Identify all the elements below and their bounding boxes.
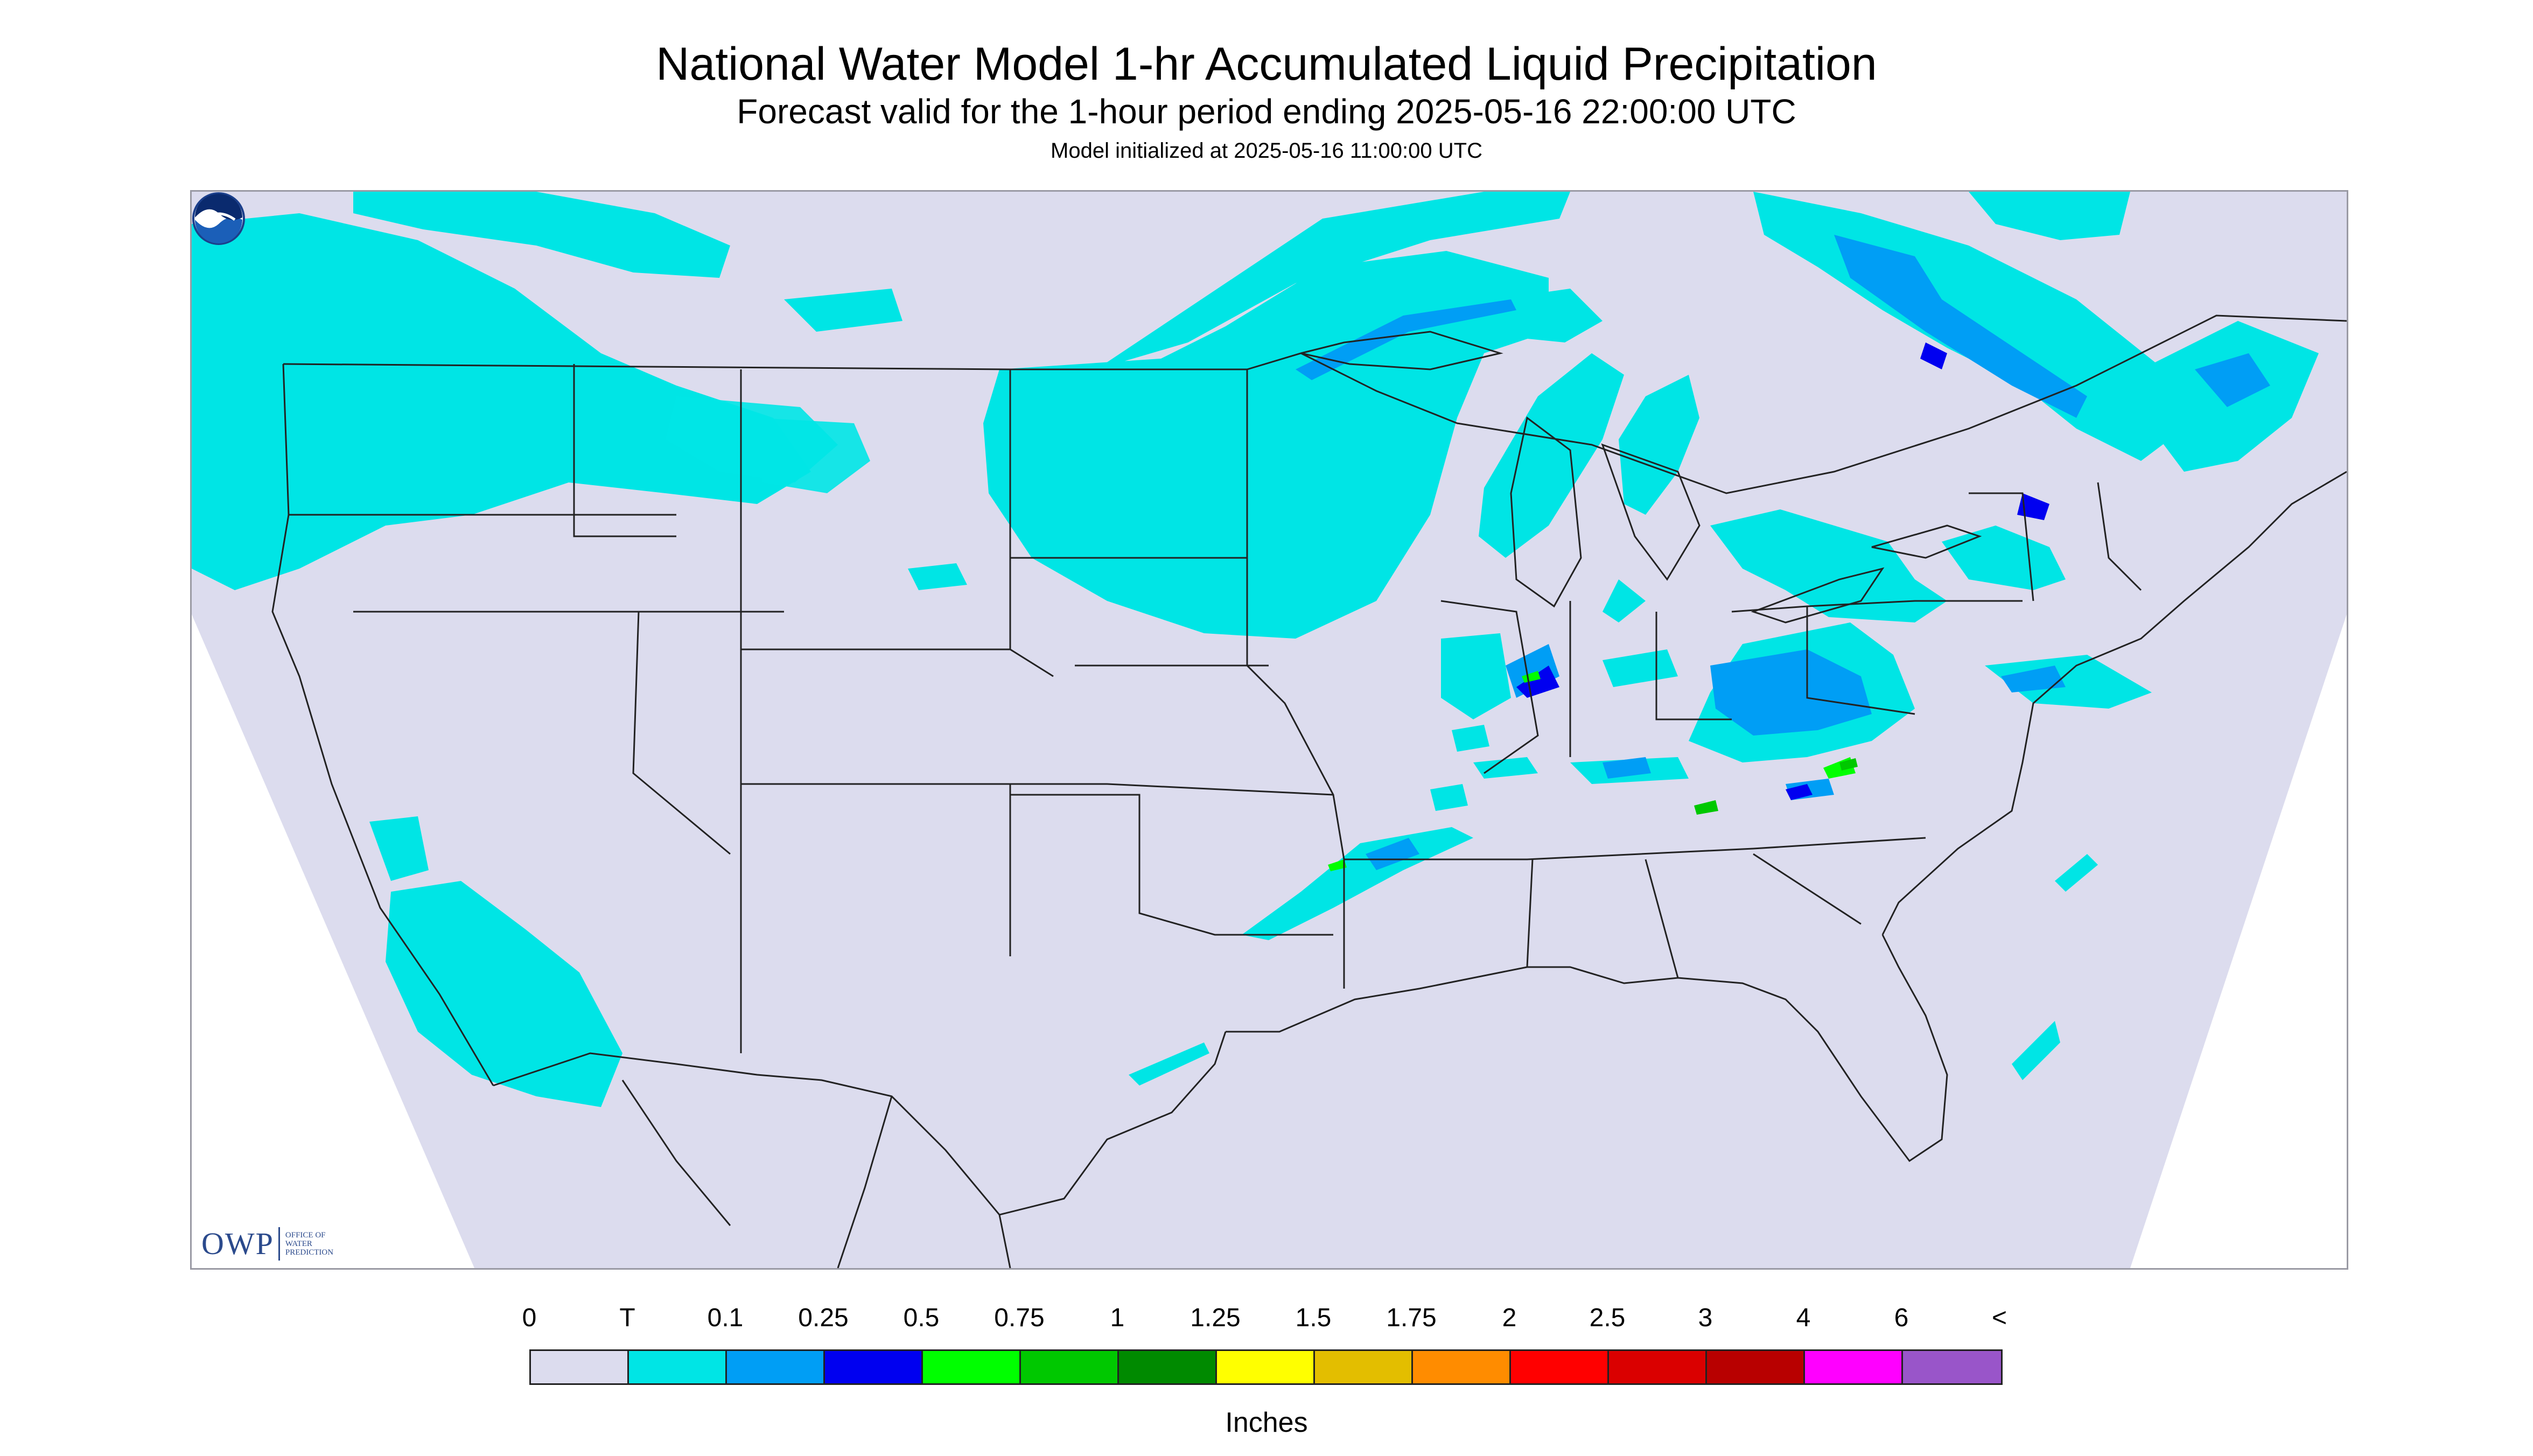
legend-tick-label: 1.25 bbox=[1190, 1304, 1241, 1332]
owp-logo-line: PREDICTION bbox=[285, 1248, 334, 1257]
legend-swatch bbox=[727, 1351, 825, 1383]
noaa-logo bbox=[192, 192, 245, 245]
legend-swatch bbox=[1903, 1351, 2001, 1383]
legend-tick-label: 4 bbox=[1796, 1304, 1811, 1332]
legend-swatch bbox=[1805, 1351, 1903, 1383]
legend-tick-label: 0.5 bbox=[903, 1304, 940, 1332]
legend-tick-label: < bbox=[1991, 1304, 2007, 1332]
legend-swatch bbox=[1609, 1351, 1707, 1383]
legend-tick-label: 0.75 bbox=[994, 1304, 1045, 1332]
legend-swatch bbox=[1217, 1351, 1315, 1383]
legend-swatch bbox=[1413, 1351, 1511, 1383]
legend-swatch bbox=[923, 1351, 1021, 1383]
legend-tick-label: 1 bbox=[1110, 1304, 1125, 1332]
map-title: National Water Model 1-hr Accumulated Li… bbox=[656, 38, 1877, 90]
owp-logo-text: OFFICE OF WATER PREDICTION bbox=[285, 1231, 333, 1257]
owp-logo: OWP OFFICE OF WATER PREDICTION bbox=[201, 1226, 333, 1262]
precip-0-1 bbox=[1296, 235, 2270, 870]
legend-tick-label: 2.5 bbox=[1589, 1304, 1626, 1332]
legend-tick-label: 0.1 bbox=[707, 1304, 744, 1332]
legend-tick-label: T bbox=[619, 1304, 635, 1332]
legend-tick-labels: 0 T 0.1 0.25 0.5 0.75 1 1.25 1.5 1.75 2 2.5 3 4 6 < bbox=[0, 1303, 2533, 1335]
legend-tick-label: 0.25 bbox=[798, 1304, 849, 1332]
legend-color-bar bbox=[529, 1349, 2003, 1385]
map-canvas bbox=[192, 192, 2347, 1268]
legend-swatch bbox=[1707, 1351, 1805, 1383]
legend-tick-label: 3 bbox=[1698, 1304, 1713, 1332]
map-subtitle: Forecast valid for the 1-hour period end… bbox=[737, 92, 1796, 131]
legend-swatch bbox=[1511, 1351, 1609, 1383]
legend-swatch bbox=[1119, 1351, 1217, 1383]
legend-tick-label: 6 bbox=[1894, 1304, 1909, 1332]
owp-logo-mark: OWP bbox=[201, 1226, 274, 1261]
legend-swatch bbox=[825, 1351, 923, 1383]
legend-tick-label: 0 bbox=[522, 1304, 537, 1332]
legend-tick-label: 1.5 bbox=[1295, 1304, 1332, 1332]
owp-logo-divider bbox=[278, 1227, 280, 1261]
precipitation-map: OWP OFFICE OF WATER PREDICTION bbox=[190, 190, 2348, 1270]
legend-swatch bbox=[1021, 1351, 1119, 1383]
boundary-lines bbox=[271, 314, 2347, 1268]
legend-swatch bbox=[1315, 1351, 1413, 1383]
precip-layer bbox=[192, 192, 2319, 1107]
legend-units: Inches bbox=[1225, 1407, 1308, 1438]
precip-0-75 bbox=[1694, 758, 1858, 815]
owp-logo-line: OFFICE OF bbox=[285, 1230, 326, 1240]
owp-logo-line: WATER bbox=[285, 1239, 312, 1248]
legend-swatch bbox=[531, 1351, 629, 1383]
legend-tick-label: 1.75 bbox=[1386, 1304, 1437, 1332]
legend-swatch bbox=[629, 1351, 727, 1383]
model-init-text: Model initialized at 2025-05-16 11:00:00… bbox=[1051, 139, 1482, 163]
legend-tick-label: 2 bbox=[1502, 1304, 1517, 1332]
